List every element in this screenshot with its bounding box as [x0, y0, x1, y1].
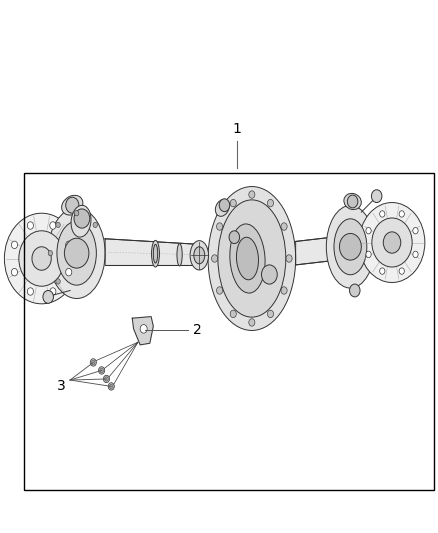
Ellipse shape — [218, 200, 286, 317]
Ellipse shape — [71, 205, 91, 237]
Circle shape — [50, 288, 56, 295]
Ellipse shape — [153, 244, 158, 263]
Circle shape — [339, 233, 361, 260]
Circle shape — [281, 287, 287, 294]
Circle shape — [372, 218, 412, 267]
Ellipse shape — [194, 247, 205, 264]
Circle shape — [230, 199, 237, 207]
Circle shape — [99, 367, 105, 374]
Circle shape — [359, 203, 425, 282]
Circle shape — [66, 197, 79, 213]
Circle shape — [229, 231, 240, 244]
Circle shape — [399, 268, 404, 274]
Circle shape — [43, 290, 53, 303]
Circle shape — [380, 268, 385, 274]
Circle shape — [19, 231, 64, 286]
Circle shape — [27, 222, 33, 229]
Circle shape — [74, 211, 79, 216]
Ellipse shape — [344, 193, 361, 209]
Ellipse shape — [48, 208, 105, 298]
Circle shape — [56, 222, 60, 228]
Circle shape — [103, 375, 110, 383]
Circle shape — [366, 251, 371, 257]
Circle shape — [219, 199, 230, 212]
Circle shape — [286, 255, 292, 262]
Circle shape — [216, 223, 223, 230]
Circle shape — [11, 269, 18, 276]
Circle shape — [108, 383, 114, 390]
Circle shape — [267, 310, 273, 318]
Circle shape — [66, 269, 72, 276]
Circle shape — [92, 360, 95, 365]
Circle shape — [350, 284, 360, 297]
Circle shape — [4, 213, 79, 304]
Bar — [24, 173, 434, 490]
Ellipse shape — [190, 241, 208, 270]
Circle shape — [230, 310, 237, 318]
Circle shape — [380, 211, 385, 217]
Circle shape — [74, 209, 90, 228]
Text: 3: 3 — [57, 379, 66, 393]
Circle shape — [366, 228, 371, 234]
Circle shape — [249, 191, 255, 198]
Circle shape — [32, 247, 51, 270]
Circle shape — [11, 241, 18, 248]
Ellipse shape — [177, 244, 182, 266]
Circle shape — [371, 190, 382, 203]
Circle shape — [212, 255, 218, 262]
Circle shape — [267, 199, 273, 207]
Polygon shape — [132, 317, 153, 345]
Circle shape — [66, 241, 72, 248]
Circle shape — [281, 223, 287, 230]
Text: 1: 1 — [232, 122, 241, 136]
Circle shape — [27, 288, 33, 295]
Ellipse shape — [237, 237, 258, 280]
Circle shape — [216, 287, 223, 294]
Polygon shape — [296, 236, 342, 265]
Ellipse shape — [57, 221, 96, 285]
Circle shape — [383, 232, 401, 253]
Circle shape — [347, 195, 358, 208]
Circle shape — [110, 384, 113, 389]
Ellipse shape — [152, 240, 159, 267]
Circle shape — [64, 238, 89, 268]
Circle shape — [140, 325, 147, 333]
Circle shape — [48, 251, 53, 256]
Circle shape — [56, 279, 60, 284]
Ellipse shape — [230, 224, 265, 293]
Circle shape — [105, 377, 108, 381]
Ellipse shape — [62, 195, 83, 215]
Circle shape — [50, 222, 56, 229]
Polygon shape — [105, 239, 195, 265]
Circle shape — [413, 228, 418, 234]
Ellipse shape — [334, 219, 367, 275]
Circle shape — [261, 265, 277, 284]
Text: 2: 2 — [193, 324, 201, 337]
Circle shape — [100, 368, 103, 373]
Ellipse shape — [208, 187, 296, 330]
Circle shape — [413, 251, 418, 257]
Ellipse shape — [215, 199, 229, 216]
Circle shape — [399, 211, 404, 217]
Circle shape — [93, 222, 97, 228]
Ellipse shape — [326, 205, 374, 288]
Circle shape — [249, 319, 255, 326]
Circle shape — [90, 359, 96, 366]
